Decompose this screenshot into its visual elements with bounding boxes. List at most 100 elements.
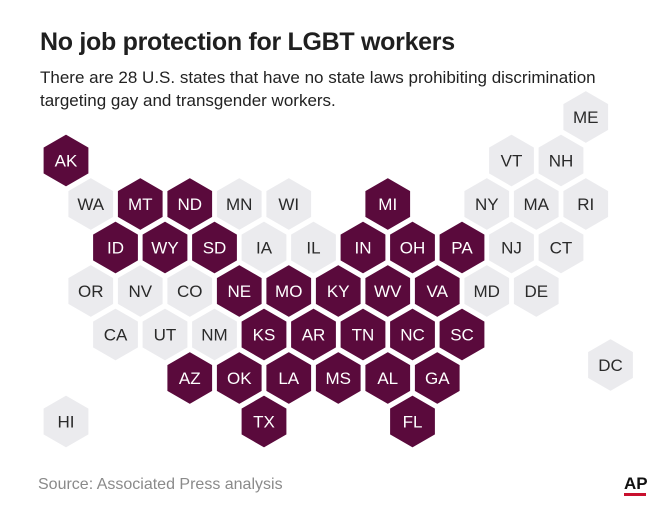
state-tile-ky: KY xyxy=(313,262,363,320)
state-label: KS xyxy=(253,326,276,345)
state-hex xyxy=(511,262,561,320)
state-hex xyxy=(586,336,635,394)
state-label: SD xyxy=(203,239,227,258)
state-label: ID xyxy=(107,239,124,258)
state-label: NV xyxy=(128,282,152,301)
state-hex xyxy=(313,349,363,407)
state-tile-nm: NM xyxy=(190,306,239,363)
ap-logo: AP xyxy=(624,474,648,498)
ap-logo-accent xyxy=(624,493,646,496)
state-tile-nj: NJ xyxy=(487,219,536,276)
state-hex xyxy=(338,306,388,363)
state-tile-il: IL xyxy=(289,219,338,276)
state-hex xyxy=(91,219,140,276)
state-label: RI xyxy=(577,195,594,214)
state-label: ME xyxy=(573,108,599,127)
state-tile-vt: VT xyxy=(487,132,536,189)
state-tile-sc: SC xyxy=(437,306,487,363)
state-hex xyxy=(115,175,165,233)
state-hex xyxy=(41,393,91,450)
state-tile-la: LA xyxy=(264,349,314,407)
state-label: TN xyxy=(352,326,375,345)
state-label: WY xyxy=(151,239,178,258)
state-label: WA xyxy=(77,195,104,214)
state-tile-ri: RI xyxy=(561,175,611,233)
state-label: UT xyxy=(154,326,177,345)
state-tile-tx: TX xyxy=(239,393,289,450)
state-label: NH xyxy=(549,152,574,171)
state-tile-va: VA xyxy=(412,262,462,320)
state-tile-hi: HI xyxy=(41,393,91,450)
state-label: MA xyxy=(524,195,550,214)
state-hex xyxy=(487,219,536,276)
state-label: CT xyxy=(550,239,573,258)
state-tile-md: MD xyxy=(462,262,512,320)
state-label: CA xyxy=(104,326,128,345)
state-hex xyxy=(289,306,338,363)
state-hex xyxy=(561,88,611,146)
state-hex xyxy=(264,175,314,233)
state-hex xyxy=(536,132,586,189)
state-hex xyxy=(190,219,239,276)
state-label: MS xyxy=(326,369,352,388)
state-label: NY xyxy=(475,195,499,214)
state-tile-wa: WA xyxy=(66,175,116,233)
state-tile-wy: WY xyxy=(140,219,190,276)
ap-logo-text: AP xyxy=(624,474,648,493)
state-hex xyxy=(140,306,190,363)
state-tile-ar: AR xyxy=(289,306,338,363)
state-hex xyxy=(165,262,215,320)
state-label: OK xyxy=(227,369,252,388)
state-tile-al: AL xyxy=(363,349,413,407)
state-hex xyxy=(66,262,116,320)
state-tile-nd: ND xyxy=(165,175,215,233)
state-hex xyxy=(412,262,462,320)
state-tile-de: DE xyxy=(511,262,561,320)
state-hex xyxy=(214,349,264,407)
state-label: NJ xyxy=(501,239,522,258)
state-hex xyxy=(462,175,512,233)
state-tile-ut: UT xyxy=(140,306,190,363)
state-hex xyxy=(313,262,363,320)
state-hex xyxy=(264,262,314,320)
state-label: MT xyxy=(128,195,153,214)
state-tile-az: AZ xyxy=(165,349,215,407)
state-tile-ne: NE xyxy=(214,262,264,320)
state-tile-nv: NV xyxy=(115,262,165,320)
state-label: VT xyxy=(501,152,523,171)
state-label: OH xyxy=(400,239,426,258)
state-hex xyxy=(214,262,264,320)
state-label: MD xyxy=(474,282,500,301)
state-label: LA xyxy=(278,369,299,388)
state-tile-nc: NC xyxy=(388,306,437,363)
state-label: WV xyxy=(374,282,402,301)
state-label: MO xyxy=(275,282,302,301)
state-label: DC xyxy=(598,356,623,375)
state-hex xyxy=(388,306,437,363)
state-tile-or: OR xyxy=(66,262,116,320)
state-label: OR xyxy=(78,282,104,301)
state-tile-ia: IA xyxy=(239,219,289,276)
state-hex xyxy=(214,175,264,233)
state-label: FL xyxy=(403,413,423,432)
state-tile-co: CO xyxy=(165,262,215,320)
state-tile-oh: OH xyxy=(388,219,437,276)
state-tile-ca: CA xyxy=(91,306,140,363)
state-label: DE xyxy=(524,282,548,301)
state-hex xyxy=(437,219,487,276)
state-hex xyxy=(536,219,586,276)
state-tile-me: ME xyxy=(561,88,611,146)
state-label: TX xyxy=(253,413,275,432)
state-hex xyxy=(239,219,289,276)
state-hex xyxy=(511,175,561,233)
state-hex xyxy=(165,175,215,233)
state-tile-ny: NY xyxy=(462,175,512,233)
state-tile-ks: KS xyxy=(239,306,289,363)
state-hex xyxy=(91,306,140,363)
state-hex xyxy=(140,219,190,276)
state-tile-tn: TN xyxy=(338,306,388,363)
state-tile-ms: MS xyxy=(313,349,363,407)
state-tile-ma: MA xyxy=(511,175,561,233)
state-tile-mn: MN xyxy=(214,175,264,233)
